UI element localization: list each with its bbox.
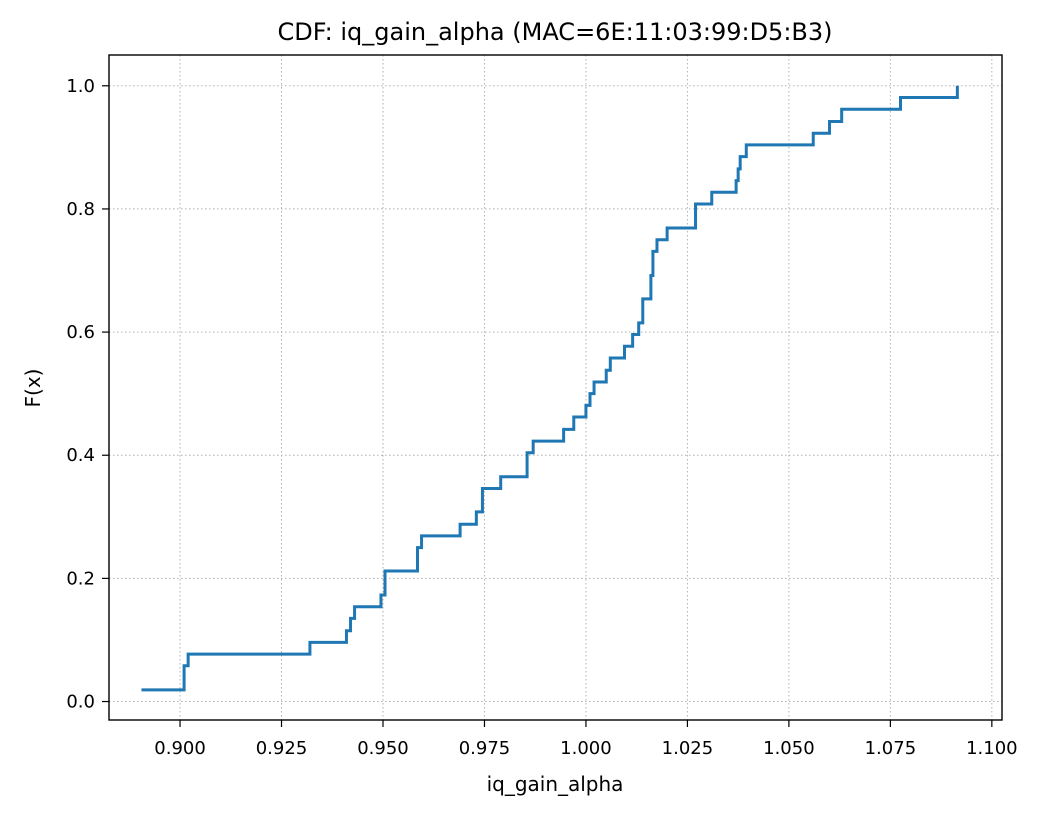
y-axis-label: F(x) bbox=[21, 369, 45, 408]
y-tick-label: 1.0 bbox=[66, 76, 95, 97]
x-tick-label: 1.050 bbox=[763, 738, 815, 759]
series-layer bbox=[141, 85, 959, 692]
y-tick-label: 0.0 bbox=[66, 692, 95, 713]
x-tick-label: 0.925 bbox=[256, 738, 308, 759]
y-tick-label: 0.6 bbox=[66, 322, 95, 343]
x-axis-label: iq_gain_alpha bbox=[487, 772, 624, 796]
x-axis-ticks: 0.900 0.925 0.950 0.975 1.000 1.025 1.050 1.075… bbox=[154, 720, 1018, 759]
cdf-series-line bbox=[141, 85, 959, 692]
x-tick-label: 0.975 bbox=[459, 738, 511, 759]
x-tick-label: 0.900 bbox=[154, 738, 206, 759]
y-tick-label: 0.8 bbox=[66, 199, 95, 220]
x-tick-label: 0.950 bbox=[357, 738, 409, 759]
plot-frame bbox=[108, 54, 1003, 721]
y-axis-ticks: 0.0 0.2 0.4 0.6 0.8 1.0 bbox=[66, 76, 109, 713]
x-tick-label: 1.075 bbox=[865, 738, 917, 759]
chart-title: CDF: iq_gain_alpha (MAC=6E:11:03:99:D5:B… bbox=[277, 18, 832, 46]
y-tick-label: 0.4 bbox=[66, 445, 95, 466]
y-tick-label: 0.2 bbox=[66, 568, 95, 589]
grid bbox=[109, 55, 1002, 720]
x-tick-label: 1.025 bbox=[662, 738, 714, 759]
x-tick-label: 1.100 bbox=[966, 738, 1018, 759]
x-tick-label: 1.000 bbox=[560, 738, 612, 759]
